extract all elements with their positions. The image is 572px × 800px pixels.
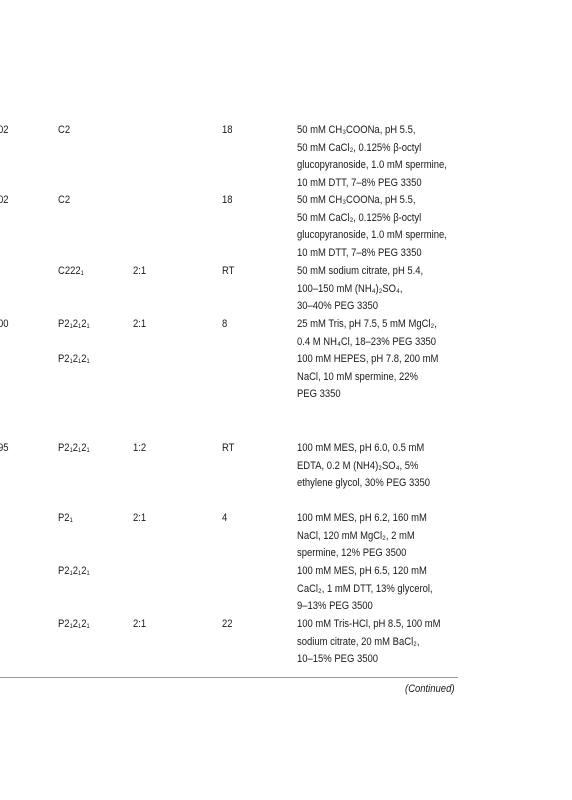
conditions-line: 50 mM CaCl₂, 0.125% β-octyl [297, 141, 422, 154]
conditions-line: 50 mM CH₃COONa, pH 5.5, [297, 194, 416, 206]
conditions-line: glucopyranoside, 1.0 mM spermine, [297, 159, 447, 172]
ratio-cell: 2:1 [133, 265, 147, 277]
conditions-line: glucopyranoside, 1.0 mM spermine, [297, 229, 447, 242]
c0-cell: , [0, 563, 1, 581]
ratio-cell: 2:1 [133, 618, 147, 630]
conditions-line: 0.4 M NH₄Cl, 18–23% PEG 3350 [297, 335, 437, 348]
conditions-line: 100 mM MES, pH 6.2, 160 mM [297, 512, 427, 524]
conditions-line: 10 mM DTT, 7–8% PEG 3350 [297, 177, 422, 190]
c0-cell: 02 [0, 124, 9, 136]
table-rule [0, 677, 458, 678]
group-cell: C2 [58, 124, 71, 136]
group-cell: C222₁ [58, 265, 84, 277]
conditions-line: NaCl, 10 mM spermine, 22% [297, 370, 418, 383]
conditions-line: 100 mM MES, pH 6.5, 120 mM [297, 565, 427, 577]
conditions-line: spermine, 12% PEG 3500 [297, 547, 407, 560]
temp-cell: 8 [222, 318, 228, 330]
temp-cell: RT [222, 265, 235, 277]
conditions-line: 50 mM CH₃COONa, pH 5.5, [297, 124, 416, 136]
conditions-line: 10 mM DTT, 7–8% PEG 3350 [297, 247, 422, 260]
group-cell: P2₁ [58, 512, 73, 524]
continued-note: (Continued) [404, 683, 454, 695]
temp-cell: 4 [222, 512, 228, 524]
conditions-line: 100 mM HEPES, pH 7.8, 200 mM [297, 353, 439, 365]
conditions-line: sodium citrate, 20 mM BaCl₂, [297, 635, 420, 648]
conditions-line: 50 mM sodium citrate, pH 5.4, [297, 265, 424, 277]
temp-cell: 22 [222, 618, 233, 630]
group-cell: P2₁2₁2₁ [58, 565, 90, 577]
group-cell: C2 [58, 194, 71, 206]
conditions-line: NaCl, 120 mM MgCl₂, 2 mM [297, 529, 415, 542]
group-cell: P2₁2₁2₁ [58, 353, 90, 365]
conditions-line: 10–15% PEG 3500 [297, 653, 379, 666]
conditions-line: 30–40% PEG 3350 [297, 300, 379, 313]
c0-cell: 02 [0, 194, 9, 206]
conditions-line: CaCl₂, 1 mM DTT, 13% glycerol, [297, 582, 433, 595]
conditions-line: PEG 3350 [297, 388, 341, 401]
temp-cell: 18 [222, 124, 233, 136]
conditions-line: 9–13% PEG 3500 [297, 600, 373, 613]
c0-cell: 00 [0, 318, 9, 330]
group-cell: P2₁2₁2₁ [58, 618, 90, 630]
conditions-line: ethylene glycol, 30% PEG 3350 [297, 477, 431, 490]
conditions-line: EDTA, 0.2 M (NH4)₂SO₄, 5% [297, 459, 419, 472]
ratio-cell: 2:1 [133, 318, 147, 330]
temp-cell: 18 [222, 194, 233, 206]
conditions-line: 100–150 mM (NH₄)₂SO₄, [297, 282, 403, 295]
group-cell: P2₁2₁2₁ [58, 318, 90, 330]
temp-cell: RT [222, 442, 235, 454]
conditions-line: 100 mM Tris-HCl, pH 8.5, 100 mM [297, 618, 441, 630]
group-cell: P2₁2₁2₁ [58, 442, 90, 454]
ratio-cell: 2:1 [133, 512, 147, 524]
c0-cell: 95 [0, 442, 9, 454]
conditions-line: 25 mM Tris, pH 7.5, 5 mM MgCl₂, [297, 318, 437, 330]
ratio-cell: 1:2 [133, 442, 147, 454]
conditions-line: 50 mM CaCl₂, 0.125% β-octyl [297, 211, 422, 224]
conditions-line: 100 mM MES, pH 6.0, 0.5 mM [297, 442, 425, 454]
